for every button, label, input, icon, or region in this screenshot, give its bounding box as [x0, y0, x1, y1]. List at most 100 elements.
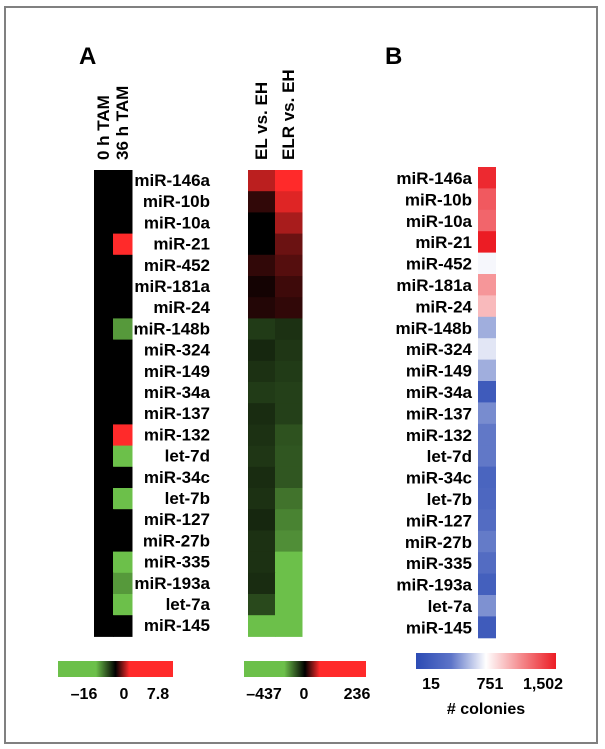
- panel-a-row-labels: miR-146a miR-10b miR-10a miR-21 miR-452 miR-1…: [133, 171, 210, 635]
- heatmap-cell: [275, 551, 303, 574]
- heatmap-cell: [94, 318, 114, 341]
- row-label: miR-335: [406, 554, 472, 573]
- row-label: miR-181a: [396, 276, 472, 295]
- heatmap-cell: [248, 360, 276, 383]
- heatmap-cell: [94, 551, 114, 574]
- row-label: let-7b: [165, 489, 210, 508]
- colorbar-tick-label: 7.8: [147, 686, 169, 703]
- heatmap-cell: [478, 509, 496, 532]
- row-label: miR-148b: [133, 319, 210, 338]
- row-label: miR-193a: [396, 576, 472, 595]
- heatmap-cell: [248, 572, 276, 595]
- colorbar-a-left: [58, 661, 173, 677]
- heatmap-cell: [94, 233, 114, 256]
- column-label: 36 h TAM: [113, 86, 132, 160]
- row-label: let-7a: [428, 597, 473, 616]
- heatmap-cell: [478, 274, 496, 296]
- heatmap-cell: [248, 233, 276, 256]
- heatmap-cell: [478, 316, 496, 339]
- panel-label-a: A: [79, 43, 96, 70]
- heatmap-cell: [113, 530, 133, 553]
- heatmap-cell: [94, 170, 114, 192]
- row-label: miR-24: [415, 297, 472, 316]
- heatmap-cell: [275, 403, 303, 425]
- heatmap-cell: [113, 403, 133, 425]
- heatmap-cell: [248, 488, 276, 510]
- heatmap-cell: [478, 530, 496, 553]
- colorbar-tick-label: 1,502: [523, 676, 563, 693]
- row-label: miR-10b: [405, 190, 472, 209]
- heatmap-cell: [113, 170, 133, 192]
- heatmap-cell: [275, 382, 303, 404]
- heatmap-cell: [113, 360, 133, 383]
- heatmap-cell: [478, 209, 496, 232]
- panel-b-row-labels: miR-146a miR-10b miR-10a miR-21 miR-452 miR-1…: [395, 169, 472, 637]
- heatmap-cell: [113, 382, 133, 404]
- column-label: EL vs. EH: [252, 82, 271, 160]
- heatmap-cell: [275, 466, 303, 489]
- colorbar-b: [416, 653, 556, 669]
- heatmap-cell: [248, 466, 276, 489]
- row-label: miR-27b: [143, 531, 210, 550]
- heatmap-cell: [275, 424, 303, 447]
- panel-a-right-heatmap: [248, 170, 303, 637]
- heatmap-cell: [248, 318, 276, 341]
- heatmap-cell: [248, 297, 276, 319]
- heatmap-cell: [478, 359, 496, 382]
- heatmap-cell: [275, 530, 303, 553]
- panel-b-heatmap: [478, 167, 496, 639]
- row-label: miR-24: [153, 298, 210, 317]
- heatmap-cell: [113, 191, 133, 213]
- row-label: miR-452: [406, 255, 472, 274]
- row-label: miR-34a: [144, 383, 211, 402]
- heatmap-cell: [248, 191, 276, 213]
- column-label: 0 h TAM: [94, 95, 113, 160]
- row-label: miR-149: [406, 362, 472, 381]
- heatmap-cell: [248, 445, 276, 468]
- heatmap-cell: [478, 338, 496, 361]
- colorbar-tick-label: –437: [246, 686, 282, 703]
- heatmap-cell: [113, 466, 133, 489]
- row-label: miR-149: [144, 362, 210, 381]
- row-label: miR-34c: [144, 468, 210, 487]
- heatmap-cell: [94, 572, 114, 595]
- heatmap-cell: [275, 488, 303, 510]
- heatmap-cell: [94, 594, 114, 616]
- heatmap-cell: [275, 445, 303, 468]
- heatmap-cell: [478, 252, 496, 275]
- heatmap-cell: [113, 297, 133, 319]
- heatmap-cell: [275, 339, 303, 362]
- heatmap-cell: [478, 573, 496, 596]
- row-label: miR-21: [415, 233, 472, 252]
- heatmap-cell: [113, 551, 133, 574]
- heatmap-cell: [94, 466, 114, 489]
- row-label: miR-324: [144, 341, 211, 360]
- heatmap-cell: [248, 509, 276, 531]
- row-label: miR-10b: [143, 192, 210, 211]
- panel-a-left-heatmap: [94, 170, 133, 637]
- heatmap-cell: [113, 594, 133, 616]
- heatmap-cell: [478, 402, 496, 425]
- row-label: let-7a: [166, 595, 211, 614]
- panel-a-column-labels: 0 h TAM 36 h TAM: [94, 86, 132, 160]
- row-label: let-7b: [427, 490, 472, 509]
- heatmap-cell: [478, 381, 496, 403]
- heatmap-cell: [248, 276, 276, 298]
- row-label: miR-10a: [406, 212, 473, 231]
- row-label: miR-324: [406, 340, 473, 359]
- heatmap-cell: [94, 530, 114, 553]
- heatmap-cell: [478, 423, 496, 446]
- row-label: miR-132: [144, 425, 210, 444]
- row-label: miR-146a: [396, 169, 472, 188]
- heatmap-cell: [275, 212, 303, 235]
- colorbar-tick-label: 236: [344, 686, 371, 703]
- heatmap-cell: [113, 424, 133, 447]
- heatmap-cell: [478, 188, 496, 211]
- heatmap-cell: [94, 360, 114, 383]
- heatmap-cell: [478, 295, 496, 318]
- heatmap-cell: [113, 509, 133, 531]
- heatmap-cell: [275, 594, 303, 616]
- heatmap-cell: [94, 615, 114, 637]
- heatmap-cell: [275, 360, 303, 383]
